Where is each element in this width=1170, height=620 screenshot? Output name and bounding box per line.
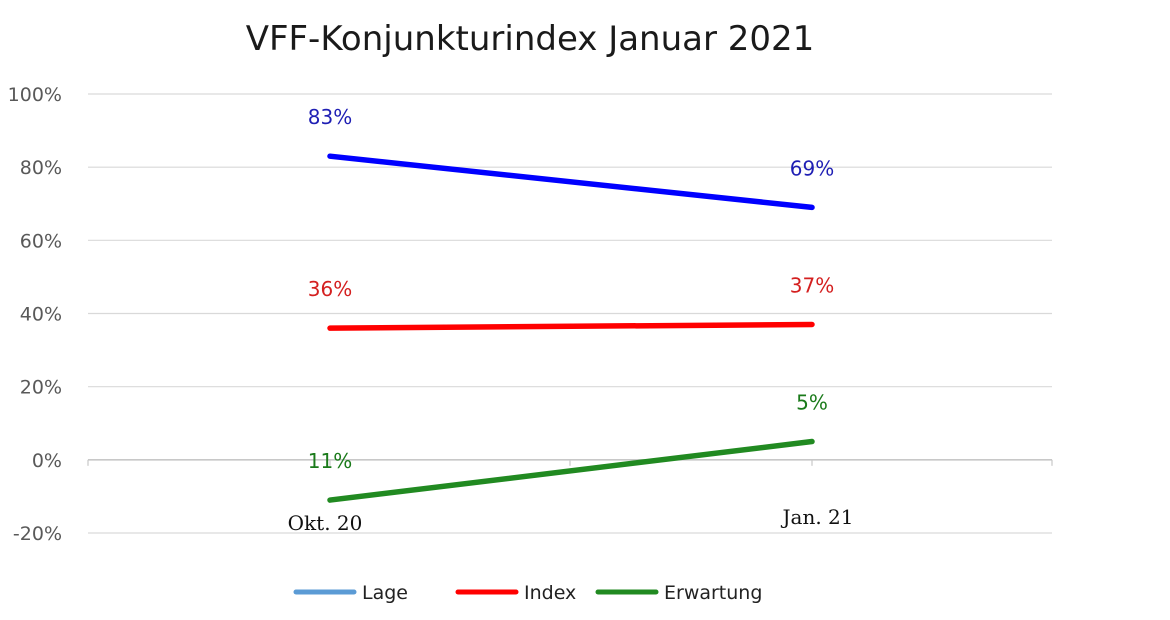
y-tick-label: 40% [20,304,62,326]
series-lines [327,153,815,503]
data-labels: 83% 69% 36% 37% 11% 5% [308,105,834,473]
x-axis-ticks: Okt. 20 Jan. 21 [288,505,854,535]
data-label: 69% [790,156,834,180]
y-tick-label: 20% [20,377,62,399]
legend-label: Index [524,582,576,604]
y-tick-label: 80% [20,157,62,179]
y-tick-label: 0% [32,450,62,472]
y-tick-label: -20% [13,523,62,545]
grid [87,93,1053,534]
data-label: 37% [790,273,834,297]
series-line-lage [327,153,815,211]
series-line-index [327,321,815,331]
y-axis-ticks: -20% 0% 20% 40% 60% 80% 100% [8,84,62,545]
x-tick-label: Okt. 20 [288,511,363,535]
data-label: 5% [796,391,828,415]
y-tick-label: 60% [20,230,62,252]
legend-label: Erwartung [664,582,762,604]
x-tick-label: Jan. 21 [781,505,854,529]
data-label: 11% [308,449,352,473]
legend: Lage Index Erwartung [293,582,762,604]
data-label: 83% [308,105,352,129]
legend-label: Lage [362,582,408,604]
data-label: 36% [308,277,352,301]
y-tick-label: 100% [8,84,62,106]
chart-title: VFF-Konjunkturindex Januar 2021 [246,19,815,59]
series-line-erwartung [327,438,815,503]
